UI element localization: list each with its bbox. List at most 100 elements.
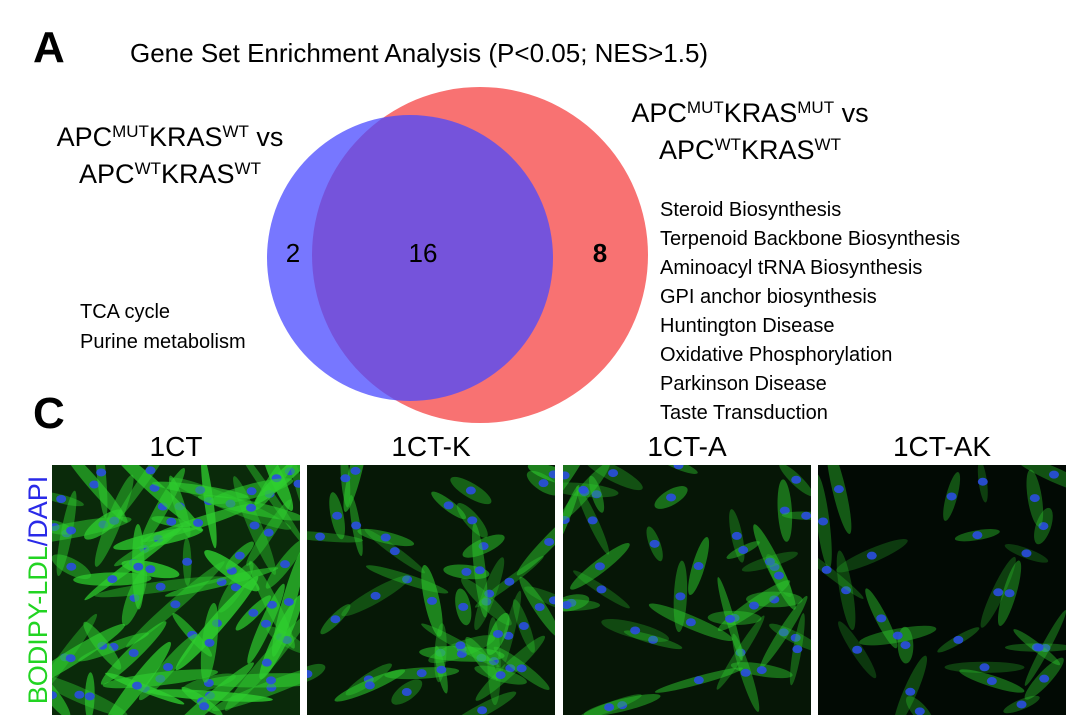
nucleus xyxy=(738,546,749,555)
nucleus xyxy=(563,600,572,609)
stain-label-part: BODIPY-LDL xyxy=(23,546,53,704)
nucleus xyxy=(1039,674,1050,683)
nucleus xyxy=(315,532,326,541)
nucleus xyxy=(972,531,983,540)
nucleus xyxy=(756,666,767,675)
nucleus xyxy=(195,486,206,495)
image-title: 1CT-AK xyxy=(893,431,991,462)
nucleus xyxy=(516,664,527,673)
nucleus xyxy=(993,588,1004,597)
superscript: WT xyxy=(222,122,248,141)
nucleus xyxy=(892,631,903,640)
micrograph xyxy=(307,465,555,715)
nucleus xyxy=(401,688,412,697)
nucleus xyxy=(1048,470,1059,479)
nucleus xyxy=(914,707,925,715)
nucleus xyxy=(876,614,887,623)
nucleus xyxy=(89,480,100,489)
nucleus xyxy=(477,706,488,715)
set-label-part: APC xyxy=(631,98,687,128)
nucleus xyxy=(193,518,204,527)
nucleus xyxy=(456,649,467,658)
set-label-part: KRAS xyxy=(724,98,798,128)
nucleus xyxy=(474,566,485,575)
nucleus xyxy=(166,517,177,526)
nucleus xyxy=(587,516,598,525)
nucleus xyxy=(364,681,375,690)
stain-label: BODIPY-LDL/DAPI xyxy=(23,476,53,705)
nucleus xyxy=(458,602,469,611)
nucleus xyxy=(563,515,570,524)
superscript: WT xyxy=(715,135,741,154)
nucleus xyxy=(66,562,77,571)
nucleus xyxy=(204,638,215,647)
nucleus xyxy=(65,654,76,663)
nucleus xyxy=(246,503,257,512)
nucleus xyxy=(246,487,257,496)
nucleus xyxy=(769,595,780,604)
nucleus xyxy=(791,475,802,484)
nucleus xyxy=(594,562,605,571)
nucleus xyxy=(505,664,516,673)
nucleus xyxy=(578,485,589,494)
nucleus xyxy=(649,539,660,548)
nucleus xyxy=(675,592,686,601)
nucleus xyxy=(548,470,555,479)
venn-count: 16 xyxy=(409,238,438,268)
micrograph xyxy=(52,465,300,715)
nucleus xyxy=(461,567,472,576)
nucleus xyxy=(481,597,492,606)
nucleus xyxy=(1004,589,1015,598)
nucleus xyxy=(455,641,466,650)
gene-set: Oxidative Phosphorylation xyxy=(660,344,892,366)
set-label: APCWTKRASWT xyxy=(79,159,261,189)
nucleus xyxy=(1033,643,1044,652)
nucleus xyxy=(52,691,58,700)
nucleus xyxy=(544,537,555,546)
nucleus xyxy=(484,589,495,598)
nucleus xyxy=(351,521,362,530)
nucleus xyxy=(1021,549,1032,558)
set-label: APCWTKRASWT xyxy=(659,135,841,165)
nucleus xyxy=(155,582,166,591)
image-title: 1CT xyxy=(150,431,203,462)
nucleus xyxy=(307,669,313,678)
micrograph xyxy=(563,465,811,715)
nucleus xyxy=(128,649,139,658)
nucleus xyxy=(790,633,801,642)
image-title: 1CT-K xyxy=(391,431,471,462)
nucleus xyxy=(648,635,659,644)
superscript: WT xyxy=(135,159,161,178)
nucleus xyxy=(280,560,291,569)
nucleus xyxy=(801,511,811,520)
set-label-part: vs xyxy=(834,98,869,128)
nucleus xyxy=(673,465,684,470)
superscript: WT xyxy=(815,135,841,154)
nucleus xyxy=(731,531,742,540)
set-label: APCMUTKRASMUT vs xyxy=(631,98,868,128)
nucleus xyxy=(778,628,789,637)
panel-letter: C xyxy=(33,389,65,438)
nucleus xyxy=(1016,700,1027,709)
set-label-part: APC xyxy=(79,159,135,189)
nucleus xyxy=(96,468,107,477)
nucleus xyxy=(293,479,300,488)
nucleus xyxy=(630,626,641,635)
nucleus xyxy=(946,492,957,501)
nucleus xyxy=(492,629,503,638)
nucleus xyxy=(900,641,911,650)
gene-set: Purine metabolism xyxy=(80,331,246,353)
nucleus xyxy=(821,565,832,574)
nucleus xyxy=(230,583,241,592)
set-label-part: KRAS xyxy=(741,135,815,165)
superscript: MUT xyxy=(687,98,724,117)
nucleus xyxy=(266,676,277,685)
nucleus xyxy=(495,671,506,680)
nucleus xyxy=(608,469,619,478)
nucleus xyxy=(330,615,341,624)
set-label-part: APC xyxy=(57,122,113,152)
panel-title: Gene Set Enrichment Analysis (P<0.05; NE… xyxy=(130,38,708,68)
nucleus xyxy=(833,485,844,494)
gene-set: Parkinson Disease xyxy=(660,373,827,395)
